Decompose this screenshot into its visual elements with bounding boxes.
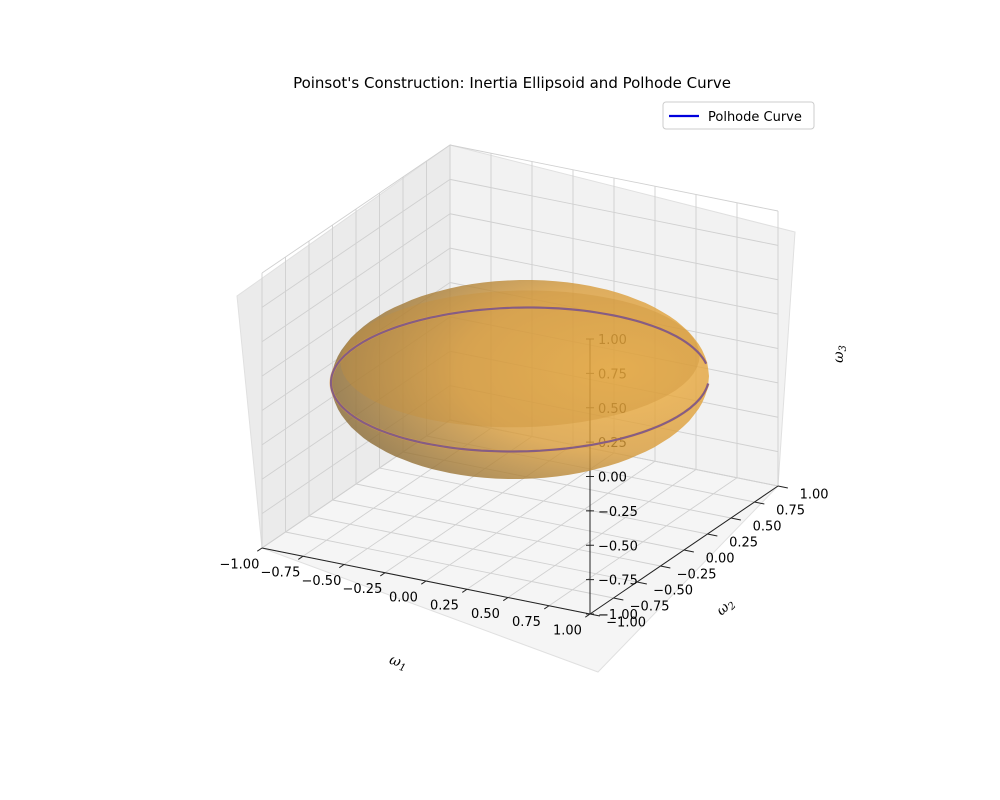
y-tick-label-6: 0.50 — [753, 519, 782, 534]
y-tick-mark-8 — [777, 485, 788, 489]
gridline-side-z-6 — [261, 213, 451, 343]
x-tick-mark-1 — [298, 555, 304, 560]
x-tick-label-6: 0.50 — [471, 607, 500, 622]
chart-title: Poinsot's Construction: Inertia Ellipsoi… — [293, 74, 731, 92]
y-tick-label-7: 0.75 — [776, 503, 805, 518]
gridline-back-z-6 — [449, 213, 779, 281]
y-tick-mark-4 — [683, 549, 694, 553]
y-tick-mark-5 — [707, 533, 718, 537]
gridline-floor-x-5 — [466, 460, 656, 590]
x-tick-mark-7 — [544, 605, 550, 610]
x-tick-mark-4 — [421, 580, 427, 585]
gridline-floor-x-7 — [548, 477, 738, 607]
x-tick-mark-8 — [585, 613, 591, 618]
gridline-side-z-8 — [261, 144, 451, 274]
y-tick-mark-3 — [660, 565, 671, 569]
gridline-back-z-7 — [449, 178, 779, 246]
y-tick-mark-2 — [636, 581, 647, 585]
x-tick-label-4: 0.00 — [389, 590, 418, 605]
x-tick-label-8: 1.00 — [553, 623, 582, 638]
x-tick-mark-5 — [462, 588, 468, 593]
z-tick-label-3: −0.25 — [598, 505, 638, 520]
y-tick-label-3: −0.25 — [677, 567, 717, 582]
x-tick-label-2: −0.50 — [302, 574, 342, 589]
x-tick-label-3: −0.25 — [343, 582, 383, 597]
legend-label-polhode: Polhode Curve — [708, 110, 802, 125]
z-axis-label: ω3 — [831, 345, 849, 363]
gridline-back-z-8 — [449, 144, 779, 212]
inertia-ellipsoid — [331, 280, 709, 479]
gridline-back-z-5 — [449, 247, 779, 315]
ellipsoid-upper-shading — [340, 290, 700, 428]
ellipsoid-surface — [331, 280, 709, 479]
z-tick-label-0: −1.00 — [598, 608, 638, 623]
gridline-floor-x-6 — [507, 469, 697, 598]
x-tick-label-5: 0.25 — [430, 599, 459, 614]
y-tick-label-2: −0.50 — [653, 583, 693, 598]
x-axis-label: ω1 — [387, 652, 409, 674]
z-tick-label-4: 0.00 — [598, 471, 627, 486]
x-tick-label-7: 0.75 — [512, 615, 541, 630]
y-axis-ticks: −1.00−0.75−0.50−0.250.000.250.500.751.00 — [589, 485, 829, 630]
z-tick-label-1: −0.75 — [598, 574, 638, 589]
x-tick-mark-6 — [503, 597, 509, 602]
gridline-side-z-7 — [261, 179, 451, 308]
x-axis-ticks: −1.00−0.75−0.50−0.25 0.00 0.25 0.50 0.75 1.00 — [220, 547, 591, 638]
x-tick-mark-3 — [380, 572, 386, 577]
gridline-side-z-5 — [261, 247, 451, 377]
x-tick-mark-0 — [257, 547, 263, 552]
x-tick-label-1: −0.75 — [261, 566, 301, 581]
y-tick-mark-7 — [754, 501, 765, 505]
x-tick-mark-2 — [339, 564, 345, 569]
gridline-floor-y-4 — [355, 483, 685, 551]
x-tick-label-0: −1.00 — [220, 557, 260, 572]
legend-box — [662, 101, 815, 130]
y-tick-label-5: 0.25 — [729, 535, 758, 550]
y-tick-label-0: −1.00 — [606, 615, 646, 630]
y-tick-mark-6 — [730, 517, 741, 521]
polhode-curve-shading — [329, 306, 710, 453]
y-tick-label-1: −0.75 — [630, 599, 670, 614]
y-tick-label-8: 1.00 — [800, 487, 829, 502]
z-tick-label-2: −0.50 — [598, 539, 638, 554]
gridline-floor-y-5 — [379, 467, 708, 535]
y-tick-label-4: 0.00 — [706, 551, 735, 566]
legend: Polhode Curve — [662, 101, 815, 130]
y-tick-mark-1 — [613, 597, 624, 601]
